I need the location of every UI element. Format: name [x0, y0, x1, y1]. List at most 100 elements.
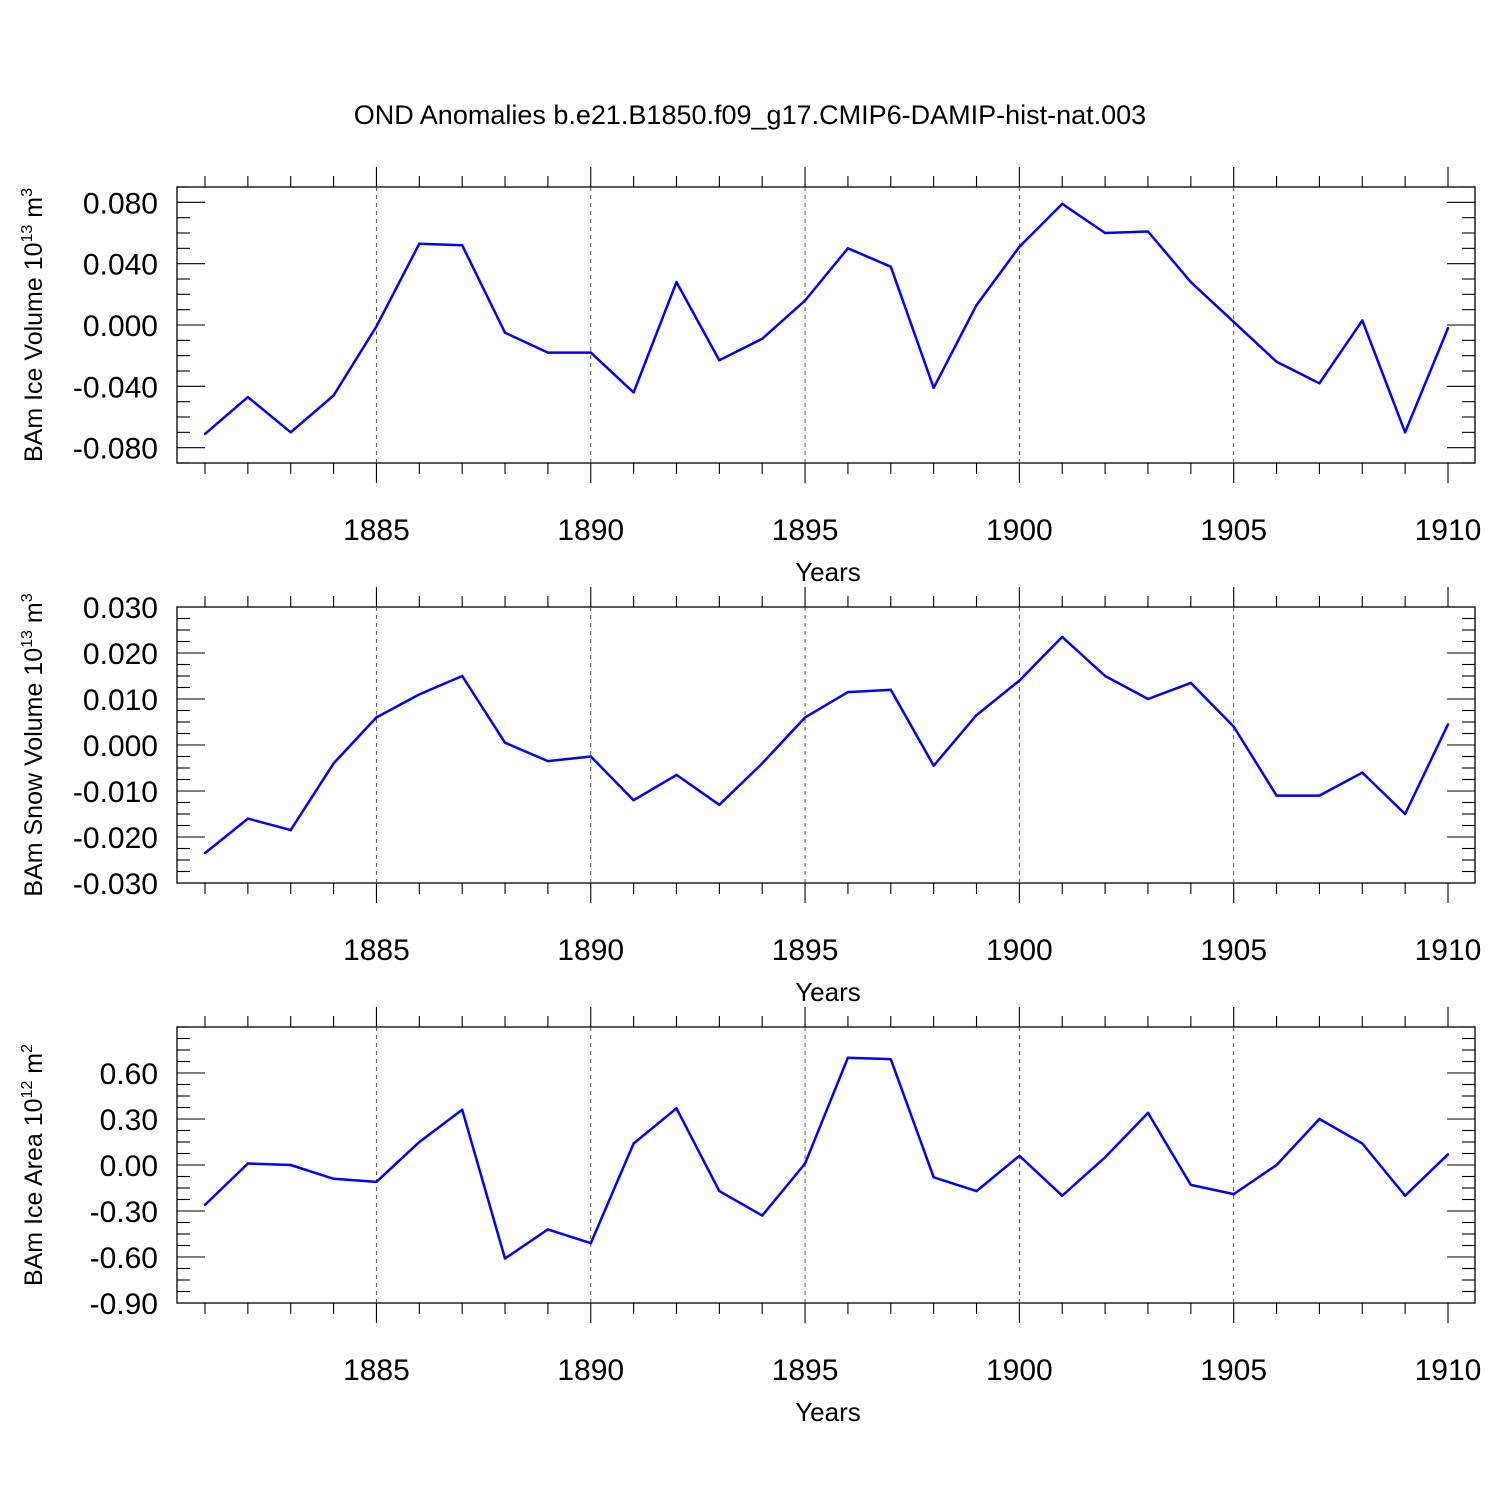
data-point: [1403, 431, 1407, 434]
data-point: [975, 1189, 978, 1193]
data-point: [889, 688, 892, 691]
data-point: [1103, 231, 1107, 235]
data-point: [803, 716, 807, 719]
data-point: [418, 1140, 421, 1144]
y-axis-title-unit: m: [20, 1053, 48, 1081]
y-axis-title-exponent: 13: [19, 630, 36, 648]
data-point: [718, 803, 721, 806]
x-tick-label: 1900: [986, 1354, 1053, 1387]
data-point: [1018, 679, 1021, 682]
data-point: [932, 386, 935, 390]
data-point: [1232, 320, 1235, 324]
y-axis-title-unit-exponent: 2: [19, 1044, 36, 1053]
data-point: [1446, 1153, 1450, 1156]
data-point: [203, 432, 207, 436]
data-point: [932, 1176, 935, 1179]
data-point: [418, 242, 421, 245]
data-point: [289, 1163, 292, 1167]
data-point: [460, 1108, 464, 1112]
y-tick-label: 0.000: [83, 310, 158, 343]
data-point: [1318, 794, 1321, 797]
data-point: [1403, 1194, 1407, 1197]
data-point: [1146, 697, 1150, 701]
y-axis-title-prefix: BAm Snow Volume 10: [20, 648, 48, 897]
y-axis-title-exponent: 12: [19, 1081, 36, 1099]
y-tick-label: -0.080: [73, 433, 158, 466]
y-tick-label: 0.30: [100, 1104, 158, 1137]
data-point: [1446, 723, 1450, 726]
data-point: [1361, 319, 1364, 322]
data-point: [846, 690, 850, 694]
x-axis-title: Years: [795, 977, 861, 1007]
data-point: [1232, 725, 1235, 728]
data-point: [761, 762, 764, 765]
data-point: [1275, 360, 1278, 363]
x-tick-label: 1905: [1200, 934, 1267, 967]
data-series-line: [204, 635, 1450, 855]
x-tick-label: 1905: [1200, 1354, 1267, 1387]
data-point: [589, 1242, 592, 1245]
data-point: [846, 247, 850, 250]
y-tick-label: -0.020: [73, 822, 158, 855]
data-series-line: [204, 202, 1450, 435]
data-point: [460, 244, 464, 247]
data-point: [375, 716, 378, 719]
data-point: [332, 394, 335, 397]
y-axis-title-exponent: 13: [19, 225, 36, 243]
x-axis-title: Years: [795, 1397, 861, 1427]
data-point: [460, 674, 464, 678]
y-axis-title-prefix: BAm Ice Area 10: [20, 1098, 48, 1286]
y-tick-label: -0.60: [90, 1242, 158, 1275]
data-point: [761, 337, 764, 340]
y-tick-label: 0.60: [100, 1058, 158, 1091]
data-point: [503, 741, 507, 744]
y-axis-title: BAm Ice Area 1012 m2: [19, 1044, 48, 1286]
data-point: [1361, 1142, 1364, 1145]
x-tick-label: 1905: [1200, 514, 1267, 547]
x-tick-label: 1900: [986, 514, 1053, 547]
data-point: [1189, 1183, 1193, 1187]
data-point: [1018, 1154, 1021, 1158]
data-point: [632, 1142, 635, 1145]
data-series-line: [204, 1056, 1449, 1260]
data-point: [718, 1189, 721, 1193]
data-point: [932, 764, 935, 767]
y-axis-title-prefix: BAm Ice Volume 10: [20, 242, 48, 462]
data-point: [589, 755, 592, 758]
data-point: [246, 395, 250, 399]
data-point: [546, 759, 550, 763]
y-tick-label: -0.030: [73, 868, 158, 901]
data-point: [246, 1162, 250, 1165]
data-point: [1318, 1117, 1321, 1121]
data-point: [1189, 681, 1193, 685]
data-point: [632, 799, 635, 802]
chart-panel-1: 1885 1890 1895 1900 1905 1910 0.080 0.040 0.000 -…: [19, 167, 1481, 587]
data-point: [889, 1058, 892, 1061]
chart-panel-3: 1885 1890 1895 1900 1905 1910 0.60 0.30 0.00 -0.3…: [19, 1007, 1481, 1427]
y-tick-label: 0.010: [83, 684, 158, 717]
y-axis-title: BAm Snow Volume 1013 m3: [19, 593, 48, 896]
y-tick-label: -0.90: [90, 1288, 158, 1321]
data-point: [246, 817, 250, 820]
data-point: [803, 1162, 807, 1165]
data-point: [632, 391, 635, 394]
data-point: [803, 299, 807, 302]
data-point: [1061, 635, 1064, 639]
data-point: [332, 1177, 335, 1181]
data-point: [675, 1107, 678, 1110]
x-tick-label: 1885: [343, 514, 410, 547]
y-tick-label: 0.040: [83, 249, 158, 282]
data-point: [503, 331, 507, 334]
x-tick-label: 1885: [343, 1354, 410, 1387]
data-point: [1146, 1111, 1150, 1115]
data-point: [1275, 794, 1278, 797]
data-point: [375, 325, 378, 328]
data-point: [975, 303, 978, 307]
x-tick-label: 1895: [772, 934, 839, 967]
y-axis-title-unit-exponent: 3: [19, 188, 36, 197]
y-axis-title-unit: m: [20, 602, 48, 630]
panels-container: 1885 1890 1895 1900 1905 1910 0.080 0.040 0.000 -…: [19, 167, 1481, 1427]
data-point: [289, 431, 292, 434]
y-tick-label: -0.30: [90, 1196, 158, 1229]
y-tick-label: 0.030: [83, 592, 158, 625]
